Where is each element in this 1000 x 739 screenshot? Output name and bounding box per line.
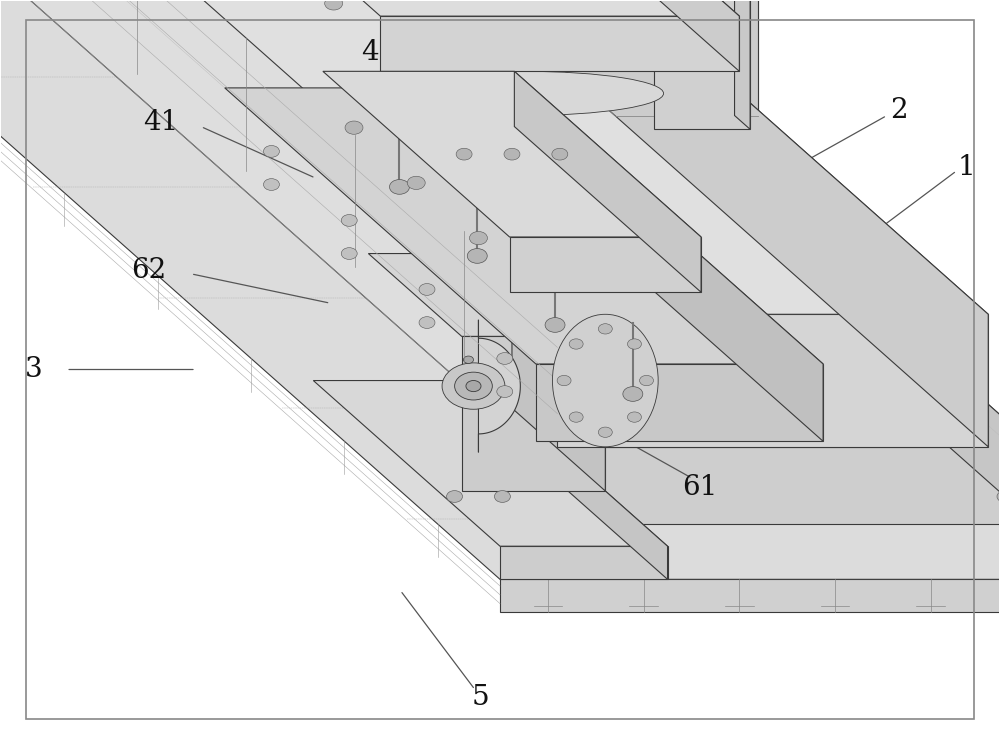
Polygon shape	[536, 364, 823, 441]
Circle shape	[627, 412, 641, 422]
Text: 41: 41	[143, 109, 179, 137]
Polygon shape	[0, 0, 1000, 579]
Circle shape	[419, 284, 435, 296]
Circle shape	[552, 149, 568, 160]
Circle shape	[504, 149, 520, 160]
Circle shape	[390, 180, 409, 194]
Circle shape	[341, 248, 357, 259]
Polygon shape	[380, 16, 739, 72]
Polygon shape	[462, 336, 605, 491]
Circle shape	[442, 363, 505, 409]
Circle shape	[598, 427, 612, 437]
Polygon shape	[512, 253, 605, 491]
Circle shape	[419, 317, 435, 328]
Circle shape	[569, 412, 583, 422]
Polygon shape	[490, 0, 739, 72]
Polygon shape	[490, 0, 988, 447]
Circle shape	[467, 248, 487, 263]
Circle shape	[640, 375, 654, 386]
Polygon shape	[510, 237, 701, 292]
Circle shape	[325, 0, 343, 10]
Circle shape	[345, 121, 363, 134]
Polygon shape	[225, 88, 823, 364]
Polygon shape	[510, 0, 758, 193]
Text: 5: 5	[471, 684, 489, 711]
Text: 2: 2	[890, 97, 908, 124]
Polygon shape	[0, 0, 1000, 447]
Polygon shape	[654, 0, 750, 129]
Circle shape	[997, 491, 1000, 503]
Circle shape	[407, 176, 425, 189]
Circle shape	[598, 324, 612, 334]
Circle shape	[497, 386, 513, 398]
Text: 3: 3	[24, 356, 42, 383]
Circle shape	[569, 339, 583, 349]
Text: 4: 4	[362, 39, 379, 67]
Polygon shape	[486, 0, 1000, 613]
Circle shape	[263, 146, 279, 157]
Ellipse shape	[552, 314, 658, 447]
Polygon shape	[323, 72, 701, 237]
Ellipse shape	[566, 331, 645, 430]
Circle shape	[623, 386, 643, 401]
Circle shape	[341, 214, 357, 226]
Circle shape	[627, 339, 641, 349]
Polygon shape	[476, 0, 1000, 524]
Polygon shape	[60, 0, 988, 314]
Polygon shape	[514, 72, 701, 292]
Polygon shape	[615, 0, 758, 193]
Polygon shape	[478, 320, 520, 452]
Polygon shape	[534, 447, 1000, 524]
Circle shape	[466, 381, 481, 392]
Circle shape	[463, 356, 474, 364]
Circle shape	[557, 375, 571, 386]
Circle shape	[497, 353, 513, 364]
Circle shape	[456, 149, 472, 160]
Ellipse shape	[384, 72, 664, 115]
Text: 62: 62	[131, 256, 167, 284]
Text: 61: 61	[682, 474, 717, 501]
Polygon shape	[131, 0, 739, 16]
Polygon shape	[512, 88, 823, 441]
Circle shape	[263, 179, 279, 191]
Ellipse shape	[582, 351, 629, 410]
Circle shape	[545, 318, 565, 333]
Polygon shape	[368, 253, 605, 336]
Ellipse shape	[595, 367, 616, 394]
Polygon shape	[735, 0, 750, 129]
Circle shape	[447, 491, 463, 503]
Circle shape	[469, 231, 487, 245]
Text: 1: 1	[958, 154, 976, 180]
Polygon shape	[313, 381, 668, 546]
Circle shape	[455, 372, 492, 400]
Polygon shape	[500, 579, 1000, 613]
Polygon shape	[481, 381, 668, 579]
Polygon shape	[500, 546, 668, 579]
Circle shape	[494, 491, 510, 503]
Polygon shape	[557, 314, 988, 447]
